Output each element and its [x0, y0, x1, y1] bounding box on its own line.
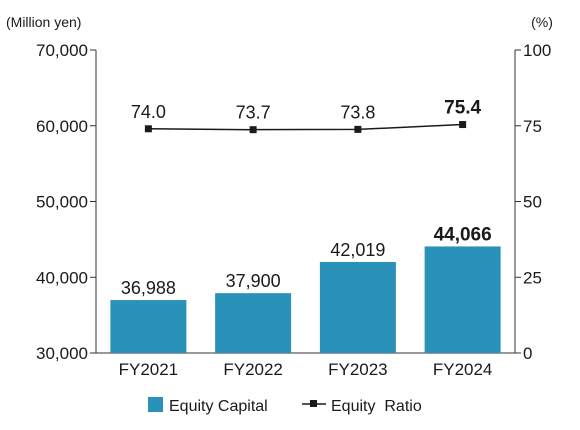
bar-value-label: 36,988 [121, 278, 176, 298]
left-axis-unit: (Million yen) [6, 14, 81, 30]
point-equity-ratio [144, 125, 152, 133]
right-tick-label: 0 [523, 344, 532, 363]
line-value-label: 73.8 [340, 102, 375, 122]
line-equity-ratio [148, 123, 463, 131]
category-label: FY2021 [119, 360, 179, 379]
left-tick-label: 30,000 [36, 344, 88, 363]
point-equity-ratio [354, 125, 362, 133]
right-tick-label: 25 [523, 268, 542, 287]
right-axis-unit: (%) [531, 14, 553, 30]
left-tick-label: 50,000 [36, 193, 88, 212]
category-label: FY2023 [328, 360, 388, 379]
category-label: FY2022 [223, 360, 283, 379]
bar-equity-capital [215, 293, 292, 353]
line-value-label: 74.0 [131, 102, 166, 122]
bar-value-label: 42,019 [330, 240, 385, 260]
legend-label-equity-capital: Equity Capital [169, 398, 268, 415]
category-label: FY2024 [433, 360, 493, 379]
bar-equity-capital [319, 261, 396, 353]
right-tick-label: 75 [523, 117, 542, 136]
left-tick-label: 40,000 [36, 268, 88, 287]
bar-value-label: 37,900 [226, 271, 281, 291]
left-tick-label: 70,000 [36, 41, 88, 60]
right-tick-label: 100 [523, 41, 551, 60]
left-tick-label: 60,000 [36, 117, 88, 136]
bar-equity-capital [424, 246, 501, 353]
legend-swatch-equity-capital [148, 397, 163, 412]
line-value-label: 73.7 [236, 103, 271, 123]
line-value-label: 75.4 [444, 98, 481, 119]
point-equity-ratio [459, 121, 467, 129]
legend-marker-equity-ratio [310, 400, 317, 407]
bar-equity-capital [110, 300, 187, 353]
legend-label-equity-ratio: Equity Ratio [331, 398, 422, 415]
right-tick-label: 50 [523, 193, 542, 212]
bar-value-label: 44,066 [434, 224, 492, 245]
point-equity-ratio [249, 126, 257, 134]
